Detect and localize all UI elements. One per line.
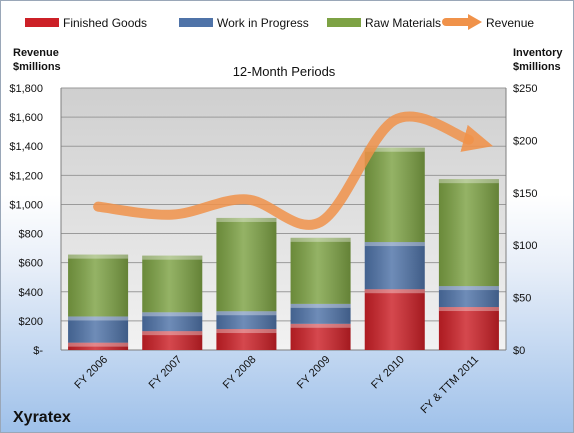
bar-shading: [290, 323, 351, 350]
bar-top-cap: [68, 316, 129, 321]
chart-subtitle: 12-Month Periods: [233, 64, 336, 79]
legend-swatch-finished-goods: [25, 18, 59, 27]
left-tick-label: $600: [19, 258, 43, 270]
legend-label-work-in-progress: Work in Progress: [217, 16, 309, 30]
bar-top-cap: [216, 311, 277, 316]
right-tick-label: $100: [513, 240, 537, 252]
left-axis-title-line2: $millions: [13, 61, 61, 73]
bar-shading: [290, 303, 351, 324]
category-label: FY 2007: [147, 354, 185, 392]
bar-top-cap: [142, 312, 203, 317]
bar-top-cap: [438, 286, 499, 291]
bar-shading: [68, 342, 129, 350]
legend-swatch-work-in-progress: [179, 18, 213, 27]
left-tick-label: $1,200: [9, 170, 43, 182]
left-tick-label: $800: [19, 229, 43, 241]
bar-shading: [290, 237, 351, 304]
category-label: FY 2009: [295, 354, 333, 392]
bar-top-cap: [364, 147, 425, 152]
right-tick-label: $0: [513, 345, 525, 357]
right-axis-title-line2: $millions: [513, 61, 561, 73]
category-label: FY 2006: [72, 354, 110, 392]
bar-top-cap: [290, 323, 351, 328]
bar-shading: [216, 311, 277, 330]
bar-shading: [68, 316, 129, 343]
bar-shading: [438, 307, 499, 350]
bar-shading: [142, 331, 203, 350]
legend-label-revenue: Revenue: [486, 16, 534, 30]
company-name: Xyratex: [13, 409, 71, 426]
left-tick-label: $1,800: [9, 83, 43, 95]
bar-top-cap: [142, 255, 203, 260]
bar-shading: [68, 254, 129, 317]
category-label: FY 2008: [221, 354, 259, 392]
category-label: FY & TTM 2011: [419, 354, 482, 417]
bar-shading: [142, 312, 203, 332]
left-tick-label: $200: [19, 316, 43, 328]
bar-shading: [438, 179, 499, 287]
right-axis-title-line1: Inventory: [513, 47, 563, 59]
bar-top-cap: [68, 254, 129, 259]
bar-top-cap: [68, 342, 129, 347]
bar-shading: [364, 289, 425, 350]
bar-top-cap: [364, 289, 425, 294]
right-tick-label: $150: [513, 188, 537, 200]
bar-top-cap: [438, 179, 499, 184]
right-tick-label: $200: [513, 135, 537, 147]
legend-arrow-revenue: [468, 14, 482, 30]
right-tick-label: $50: [513, 293, 531, 305]
left-axis-title-line1: Revenue: [13, 47, 59, 59]
bar-top-cap: [364, 242, 425, 247]
bar-shading: [438, 286, 499, 308]
legend-swatch-raw-materials: [327, 18, 361, 27]
bar-shading: [142, 255, 203, 313]
legend-label-finished-goods: Finished Goods: [63, 16, 147, 30]
bar-top-cap: [290, 237, 351, 242]
bar-shading: [216, 329, 277, 350]
bar-top-cap: [142, 331, 203, 336]
left-tick-label: $1,600: [9, 112, 43, 124]
bar-top-cap: [438, 307, 499, 312]
bar-top-cap: [290, 303, 351, 308]
bar-shading: [364, 242, 425, 290]
bar-top-cap: [216, 329, 277, 334]
right-tick-label: $250: [513, 83, 537, 95]
legend-label-raw-materials: Raw Materials: [365, 16, 441, 30]
bar-top-cap: [216, 217, 277, 222]
left-tick-label: $-: [33, 345, 43, 357]
left-tick-label: $1,400: [9, 141, 43, 153]
left-tick-label: $1,000: [9, 199, 43, 211]
left-tick-label: $400: [19, 287, 43, 299]
bar-shading: [216, 217, 277, 312]
category-label: FY 2010: [369, 354, 407, 392]
bar-shading: [364, 147, 425, 243]
revenue-line: [93, 111, 494, 230]
